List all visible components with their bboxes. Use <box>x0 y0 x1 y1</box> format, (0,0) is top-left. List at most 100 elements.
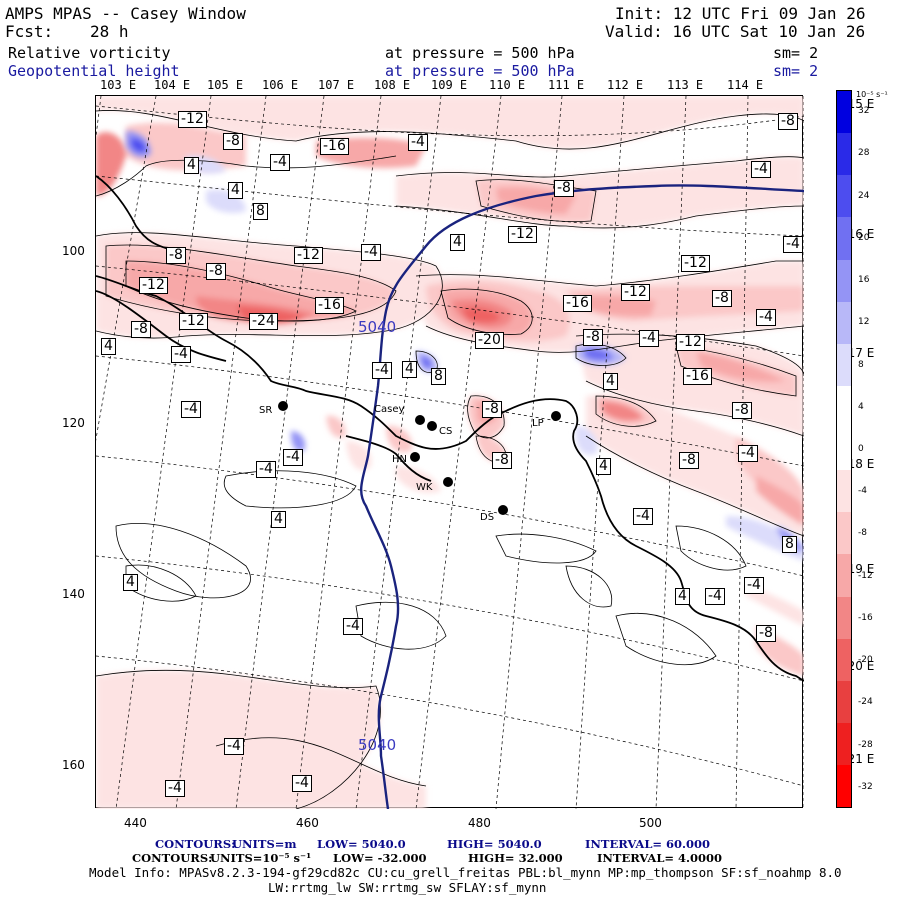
contour-label: -4 <box>224 738 244 755</box>
contour-label: -12 <box>179 313 208 330</box>
contour-label: -8 <box>679 452 699 469</box>
colorbar-segment <box>837 638 851 681</box>
colorbar-label: -20 <box>858 655 873 666</box>
coastline <box>95 175 805 682</box>
colorbar-segment <box>837 175 851 218</box>
contour-label: -12 <box>681 255 710 272</box>
colorbar-label: 28 <box>858 148 870 159</box>
forecast-hours: 28 h <box>90 22 129 41</box>
contour-label: 4 <box>402 361 417 378</box>
contour-label: -4 <box>181 401 201 418</box>
vorticity-contours <box>95 110 805 810</box>
lon-label: 111 E <box>548 78 585 92</box>
field1-smoothing: sm= 2 <box>773 44 819 62</box>
colorbar-label: -8 <box>858 528 867 539</box>
footer-model-info: Model Info: MPASv8.2.3-194-gf29cd82c CU:… <box>89 865 842 880</box>
footer-contours2-high: HIGH= 32.000 <box>468 851 563 865</box>
lon-label: 106 E <box>262 78 299 92</box>
footer-contours1-interval: INTERVAL= 60.000 <box>585 837 711 851</box>
contour-label: -4 <box>783 236 803 253</box>
field2-smoothing: sm= 2 <box>773 62 819 80</box>
lon-label: 105 E <box>207 78 244 92</box>
contour-label: 8 <box>253 203 268 220</box>
valid-time: Valid: 16 UTC Sat 10 Jan 26 <box>605 22 866 41</box>
contour-label: -24 <box>249 313 278 330</box>
contour-label: 4 <box>603 373 618 390</box>
colorbar <box>836 90 852 808</box>
contour-label: -8 <box>492 452 512 469</box>
y-tick: 140 <box>62 587 85 601</box>
colorbar-segment <box>837 428 851 471</box>
contour-label: -8 <box>732 402 752 419</box>
contour-label: -8 <box>712 290 732 307</box>
footer-model-info-2: LW:rrtmg_lw SW:rrtmg_sw SFLAY:sf_mynn <box>268 880 547 895</box>
colorbar-segment <box>837 680 851 723</box>
contour-label: -4 <box>283 449 303 466</box>
lon-label: 104 E <box>154 78 191 92</box>
contour-label: -4 <box>171 346 191 363</box>
contour-label: -8 <box>554 180 574 197</box>
colorbar-segment <box>837 470 851 513</box>
contour-label: -8 <box>131 321 151 338</box>
colorbar-segment <box>837 91 851 134</box>
contour-label: -12 <box>621 284 650 301</box>
colorbar-label: 32 <box>858 106 870 117</box>
contour-label: -8 <box>583 329 603 346</box>
contour-label: 4 <box>675 588 690 605</box>
colorbar-segment <box>837 217 851 260</box>
contour-label: -4 <box>372 362 392 379</box>
contour-label: -8 <box>778 113 798 130</box>
station-label-lp: LP <box>532 418 544 429</box>
colorbar-segment <box>837 596 851 639</box>
footer-contours2-low: LOW= -32.000 <box>333 851 427 865</box>
colorbar-label: -24 <box>858 697 873 708</box>
y-tick: 160 <box>62 758 85 772</box>
field1-pressure: at pressure = 500 hPa <box>385 44 575 62</box>
station-label-casey: Casey <box>374 404 405 415</box>
contour-label: -8 <box>206 263 226 280</box>
footer-contours2-label: CONTOURS: <box>132 851 213 865</box>
forecast-label: Fcst: <box>5 22 54 41</box>
colorbar-segment <box>837 133 851 176</box>
contour-label: 4 <box>450 234 465 251</box>
init-time: Init: 12 UTC Fri 09 Jan 26 <box>615 4 866 23</box>
contour-label: -12 <box>508 226 537 243</box>
lon-label: 112 E <box>607 78 644 92</box>
contour-label: 4 <box>596 458 611 475</box>
station-label-wk: WK <box>416 482 433 493</box>
height-contour-label: 5040 <box>358 318 397 336</box>
contour-label: -4 <box>165 780 185 797</box>
field1-name: Relative vorticity <box>8 44 171 62</box>
colorbar-segment <box>837 554 851 597</box>
lon-label: 108 E <box>374 78 411 92</box>
lon-label: 113 E <box>667 78 704 92</box>
colorbar-segment <box>837 259 851 302</box>
station-label-sr: SR <box>259 405 273 416</box>
contour-label: -12 <box>676 334 705 351</box>
lon-label: 103 E <box>100 78 137 92</box>
contour-label: -16 <box>315 297 344 314</box>
height-contour-label: 5040 <box>358 736 397 754</box>
station-label-cs: CS <box>439 426 453 437</box>
contour-label: -4 <box>633 508 653 525</box>
colorbar-segment <box>837 722 851 765</box>
x-tick: 460 <box>296 816 319 830</box>
x-tick: 480 <box>468 816 491 830</box>
x-tick: 440 <box>124 816 147 830</box>
footer-contours2-interval: INTERVAL= 4.0000 <box>597 851 723 865</box>
contour-label: -8 <box>223 133 243 150</box>
lon-label: 107 E <box>318 78 355 92</box>
colorbar-label: -28 <box>858 739 873 750</box>
colorbar-label: 4 <box>858 401 864 412</box>
x-tick: 500 <box>639 816 662 830</box>
contour-label: 8 <box>782 536 797 553</box>
contour-label: 8 <box>431 368 446 385</box>
contour-label: -12 <box>139 277 168 294</box>
contour-label: 4 <box>101 338 116 355</box>
footer-contours1-label: CONTOURS: <box>155 837 236 851</box>
contour-label: -4 <box>343 618 363 635</box>
contour-label: -4 <box>751 161 771 178</box>
colorbar-segment <box>837 385 851 428</box>
colorbar-label: 20 <box>858 232 870 243</box>
colorbar-label: -12 <box>858 570 873 581</box>
